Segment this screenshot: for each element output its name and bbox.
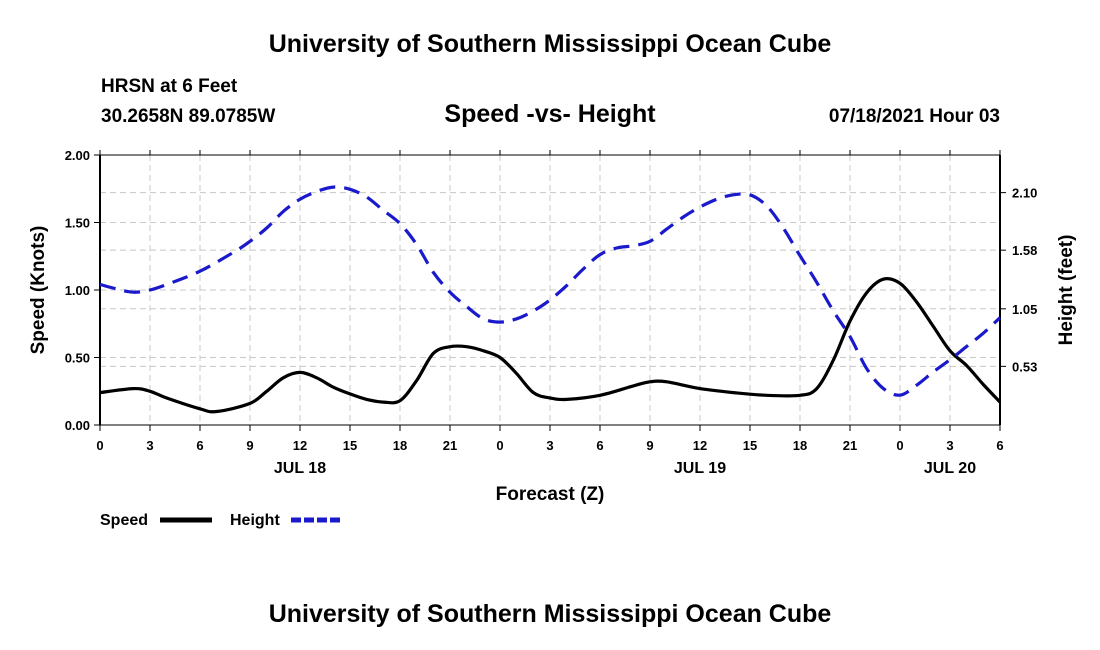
y-tick-label: 0.00 — [65, 418, 90, 433]
y-axis-title: Speed (Knots) — [28, 226, 49, 355]
station-coordinates: 30.2658N 89.0785W — [101, 106, 276, 127]
x-tick-label: 6 — [596, 438, 603, 453]
x-tick-label: 0 — [96, 438, 103, 453]
x-tick-label: 0 — [896, 438, 903, 453]
chart-title-bottom: University of Southern Mississippi Ocean… — [268, 600, 832, 628]
station-label: HRSN at 6 Feet — [101, 76, 238, 97]
x-tick-label: 15 — [743, 438, 757, 453]
height-series-line — [99, 185, 1002, 397]
x-tick-label: 3 — [146, 438, 153, 453]
x-tick-label: 18 — [393, 438, 407, 453]
legend-height-label: Height — [230, 512, 280, 529]
x-tick-label: 18 — [793, 438, 807, 453]
date-label: JUL 19 — [674, 460, 726, 477]
chart-title-top: University of Southern Mississippi Ocean… — [268, 30, 832, 58]
grid-layer — [100, 155, 1000, 425]
legend-speed-label: Speed — [100, 512, 148, 529]
y-tick-label: 1.00 — [65, 283, 90, 298]
speed-height-chart: 0 3 6 9 12 15 18 21 0 3 6 9 12 15 18 21 0 3 6 0.00 0.50 1.00 1… — [28, 148, 1077, 529]
y2-tick-label: 1.58 — [1012, 243, 1037, 258]
x-tick-label: 0 — [496, 438, 503, 453]
x-tick-label: 9 — [646, 438, 653, 453]
x-tick-label: 3 — [546, 438, 553, 453]
chart-subtitle: Speed -vs- Height — [444, 100, 656, 128]
date-label: JUL 20 — [924, 460, 976, 477]
label-layer: 0 3 6 9 12 15 18 21 0 3 6 9 12 15 18 21 0 3 6 0.00 0.50 1.00 1… — [28, 148, 1077, 529]
y-tick-label: 1.50 — [65, 216, 90, 231]
speed-series-line — [99, 277, 1002, 414]
x-tick-label: 15 — [343, 438, 357, 453]
axis-layer — [94, 150, 1006, 431]
y2-tick-label: 1.05 — [1012, 302, 1037, 317]
x-tick-label: 12 — [293, 438, 307, 453]
date-label: JUL 18 — [274, 460, 326, 477]
x-tick-label: 21 — [443, 438, 457, 453]
x-tick-label: 12 — [693, 438, 707, 453]
y2-tick-label: 2.10 — [1012, 186, 1037, 201]
y-tick-label: 0.50 — [65, 351, 90, 366]
x-tick-label: 6 — [196, 438, 203, 453]
x-tick-label: 9 — [246, 438, 253, 453]
x-tick-label: 21 — [843, 438, 857, 453]
x-tick-label: 3 — [946, 438, 953, 453]
x-tick-label: 6 — [996, 438, 1003, 453]
y2-tick-label: 0.53 — [1012, 359, 1037, 374]
forecast-datetime: 07/18/2021 Hour 03 — [828, 106, 1000, 127]
x-axis-title: Forecast (Z) — [496, 484, 605, 505]
y2-axis-title: Height (feet) — [1056, 235, 1077, 346]
y-tick-label: 2.00 — [65, 148, 90, 163]
series-layer — [99, 185, 1002, 414]
